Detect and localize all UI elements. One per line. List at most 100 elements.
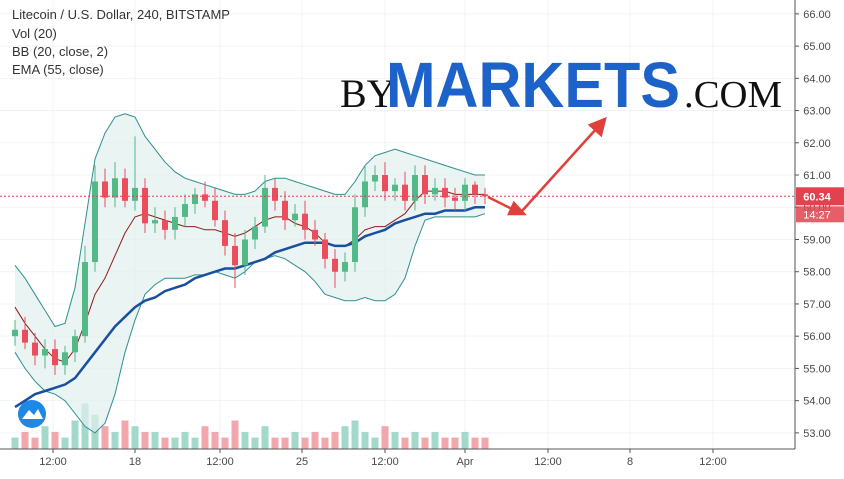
volume-bar — [261, 426, 269, 449]
y-tick-label: 53.00 — [803, 428, 831, 440]
logo-mark — [22, 409, 43, 419]
volume-bar — [411, 431, 419, 449]
candle-body — [52, 349, 58, 366]
volume-bar — [461, 431, 469, 449]
candle-body — [362, 181, 368, 208]
candle-body — [202, 194, 208, 201]
watermark-prefix: BY — [340, 71, 396, 116]
y-tick-label: 62.00 — [803, 138, 831, 150]
candle-body — [72, 336, 78, 353]
volume-bar — [281, 437, 289, 449]
y-tick-label: 58.00 — [803, 267, 831, 279]
bb-lower — [14, 213, 486, 434]
candle-body — [402, 184, 408, 201]
candle-body — [152, 220, 158, 224]
volume-bar — [431, 431, 439, 449]
arrow-segment — [521, 127, 598, 212]
watermark-suffix: .COM — [684, 74, 782, 116]
x-tick-label: 12:00 — [699, 456, 727, 468]
y-tick-label: 61.00 — [803, 170, 831, 182]
candle-body — [222, 220, 228, 246]
candle-body — [172, 216, 178, 230]
candle-body — [482, 194, 488, 197]
candle-body — [372, 175, 378, 182]
ema-line — [14, 206, 485, 409]
candle-body — [32, 342, 38, 356]
candle-body — [462, 184, 468, 201]
volume-bar — [441, 437, 449, 449]
indicator-label: EMA (55, close) — [12, 62, 104, 77]
price-label-bg — [796, 187, 844, 206]
price-label: 60.34 — [803, 191, 831, 203]
x-tick-label: Apr — [456, 456, 473, 468]
volume-bar — [371, 437, 379, 449]
volume-bar — [271, 437, 279, 449]
volume-bar — [141, 431, 149, 449]
volume-bar — [251, 437, 259, 449]
volume-bar — [31, 437, 39, 449]
logo — [18, 400, 46, 428]
candle-body — [162, 220, 168, 230]
arrow-head — [507, 200, 527, 216]
volume-bar — [171, 437, 179, 449]
volume-bar — [471, 437, 479, 449]
candle-body — [102, 181, 108, 198]
candle-body — [472, 184, 478, 195]
candle-body — [82, 262, 88, 337]
volume-bar — [301, 437, 309, 449]
volume-bar — [341, 426, 349, 449]
volume-bar — [121, 420, 129, 449]
x-tick-label: 25 — [296, 456, 308, 468]
candle-body — [62, 352, 68, 366]
volume-bar — [41, 426, 49, 449]
candle-body — [412, 175, 418, 201]
candle-body — [242, 239, 248, 266]
x-tick-label: 12:00 — [534, 456, 562, 468]
volume-bar — [401, 437, 409, 449]
y-tick-label: 63.00 — [803, 106, 831, 118]
bb-basis — [14, 190, 485, 363]
arrow-head — [587, 116, 607, 138]
volume-bar — [241, 431, 249, 449]
indicator-label: BB (20, close, 2) — [12, 44, 108, 59]
volume-bar — [161, 437, 169, 449]
volume-bar — [61, 437, 69, 449]
y-tick-label: 56.00 — [803, 331, 831, 343]
volume-bar — [311, 431, 319, 449]
candle-body — [332, 258, 338, 272]
candle-body — [22, 329, 28, 343]
volume-bar — [361, 431, 369, 449]
candle-body — [192, 194, 198, 205]
indicator-label: Vol (20) — [12, 26, 57, 41]
annotation-arrow — [487, 116, 607, 216]
x-tick-label: 12:00 — [371, 456, 399, 468]
volume-bar — [71, 420, 79, 449]
y-tick-label: 55.00 — [803, 363, 831, 375]
candle-body — [262, 187, 268, 227]
candle-body — [92, 181, 98, 263]
volume-bar — [391, 431, 399, 449]
volume-pane — [11, 403, 489, 449]
candles — [12, 136, 488, 375]
candle-body — [272, 187, 278, 201]
watermark: BY — [340, 71, 396, 116]
y-tick-label: 54.00 — [803, 396, 831, 408]
candle-body — [452, 197, 458, 201]
volume-bar — [111, 431, 119, 449]
volume-bar — [421, 437, 429, 449]
volume-bar — [51, 431, 59, 449]
countdown-bg — [796, 206, 844, 223]
x-tick-label: 12:00 — [39, 456, 67, 468]
volume-bar — [181, 431, 189, 449]
candle-body — [442, 187, 448, 198]
candle-body — [392, 184, 398, 192]
volume-bar — [211, 431, 219, 449]
candle-body — [212, 200, 218, 221]
candle-body — [142, 187, 148, 224]
volume-bar — [321, 437, 329, 449]
volume-bar — [331, 431, 339, 449]
candle-body — [182, 204, 188, 217]
candle-body — [232, 245, 238, 266]
x-tick-label: 18 — [129, 456, 141, 468]
